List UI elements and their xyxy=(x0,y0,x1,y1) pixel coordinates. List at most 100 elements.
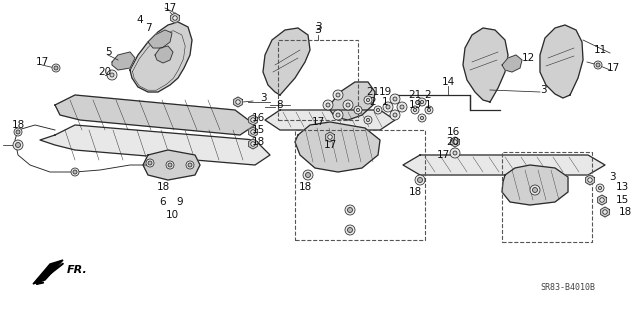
Polygon shape xyxy=(33,260,63,284)
Circle shape xyxy=(303,170,313,180)
Circle shape xyxy=(251,130,255,134)
Circle shape xyxy=(411,106,419,114)
Circle shape xyxy=(386,105,390,109)
Text: 17: 17 xyxy=(323,140,337,150)
Circle shape xyxy=(186,161,194,169)
Circle shape xyxy=(146,159,154,167)
Circle shape xyxy=(345,225,355,235)
Circle shape xyxy=(397,102,407,112)
Text: 16: 16 xyxy=(252,113,264,123)
Text: 17: 17 xyxy=(436,150,450,160)
Polygon shape xyxy=(171,13,179,23)
Text: 7: 7 xyxy=(145,23,151,33)
Polygon shape xyxy=(143,150,200,180)
Circle shape xyxy=(418,114,426,122)
Circle shape xyxy=(348,228,353,233)
Text: 15: 15 xyxy=(616,195,628,205)
Polygon shape xyxy=(598,195,606,205)
Circle shape xyxy=(588,178,592,182)
Circle shape xyxy=(236,100,240,104)
Text: 17: 17 xyxy=(312,117,324,127)
Text: 19: 19 xyxy=(378,87,392,97)
Text: 9: 9 xyxy=(177,197,183,207)
Circle shape xyxy=(348,207,353,212)
Circle shape xyxy=(600,198,604,202)
Text: 2: 2 xyxy=(370,97,376,107)
Text: 20: 20 xyxy=(447,137,460,147)
Circle shape xyxy=(413,108,417,112)
Circle shape xyxy=(305,172,310,178)
Circle shape xyxy=(596,184,604,192)
Circle shape xyxy=(452,140,457,144)
Circle shape xyxy=(390,110,400,120)
Polygon shape xyxy=(55,95,255,135)
Text: SR83-B4010B: SR83-B4010B xyxy=(540,284,595,292)
Circle shape xyxy=(364,96,372,104)
Bar xyxy=(502,152,592,242)
Circle shape xyxy=(107,70,117,80)
Polygon shape xyxy=(249,115,257,125)
Polygon shape xyxy=(502,165,568,205)
Text: 15: 15 xyxy=(252,125,264,135)
Circle shape xyxy=(415,175,425,185)
Circle shape xyxy=(166,161,174,169)
Circle shape xyxy=(52,64,60,72)
Circle shape xyxy=(54,66,58,70)
Circle shape xyxy=(420,100,424,104)
Circle shape xyxy=(598,186,602,189)
Circle shape xyxy=(390,94,400,104)
Polygon shape xyxy=(40,125,270,165)
Polygon shape xyxy=(586,175,595,185)
Text: 14: 14 xyxy=(442,77,454,87)
Polygon shape xyxy=(234,97,243,107)
Text: 1: 1 xyxy=(381,97,388,107)
Circle shape xyxy=(110,73,114,77)
Text: 3: 3 xyxy=(314,25,321,35)
Circle shape xyxy=(251,142,255,146)
Text: 17: 17 xyxy=(606,63,620,73)
Circle shape xyxy=(336,113,340,117)
Polygon shape xyxy=(451,137,460,147)
Circle shape xyxy=(374,106,382,114)
Text: 17: 17 xyxy=(35,57,49,67)
Circle shape xyxy=(173,16,177,20)
Circle shape xyxy=(530,185,540,195)
Text: 21: 21 xyxy=(408,90,422,100)
Circle shape xyxy=(354,106,362,114)
Circle shape xyxy=(14,128,22,136)
Polygon shape xyxy=(265,110,395,130)
Bar xyxy=(278,40,358,120)
Circle shape xyxy=(345,205,355,215)
Circle shape xyxy=(603,210,607,214)
Circle shape xyxy=(148,161,152,165)
Text: 18: 18 xyxy=(156,182,170,192)
Text: 13: 13 xyxy=(616,182,628,192)
Circle shape xyxy=(428,108,431,112)
Circle shape xyxy=(251,118,255,122)
Circle shape xyxy=(418,98,426,106)
Text: 17: 17 xyxy=(163,3,177,13)
Text: 11: 11 xyxy=(593,45,607,55)
Text: 18: 18 xyxy=(12,120,24,130)
Polygon shape xyxy=(249,139,257,149)
Text: 8: 8 xyxy=(276,100,284,110)
Text: 3: 3 xyxy=(315,22,321,32)
Text: 10: 10 xyxy=(165,210,179,220)
Circle shape xyxy=(417,178,422,182)
Text: 21: 21 xyxy=(366,87,380,97)
Text: 18: 18 xyxy=(252,137,264,147)
Text: 1: 1 xyxy=(425,100,431,110)
Polygon shape xyxy=(112,52,135,70)
Circle shape xyxy=(13,140,23,150)
Circle shape xyxy=(73,170,77,174)
Text: 3: 3 xyxy=(260,93,266,103)
Text: 20: 20 xyxy=(99,67,111,77)
Text: 18: 18 xyxy=(408,187,422,197)
Text: 19: 19 xyxy=(408,100,422,110)
Text: FR.: FR. xyxy=(67,265,88,275)
Circle shape xyxy=(594,61,602,69)
Circle shape xyxy=(367,99,370,102)
Circle shape xyxy=(367,118,370,122)
Circle shape xyxy=(16,130,20,134)
Text: 18: 18 xyxy=(298,182,312,192)
